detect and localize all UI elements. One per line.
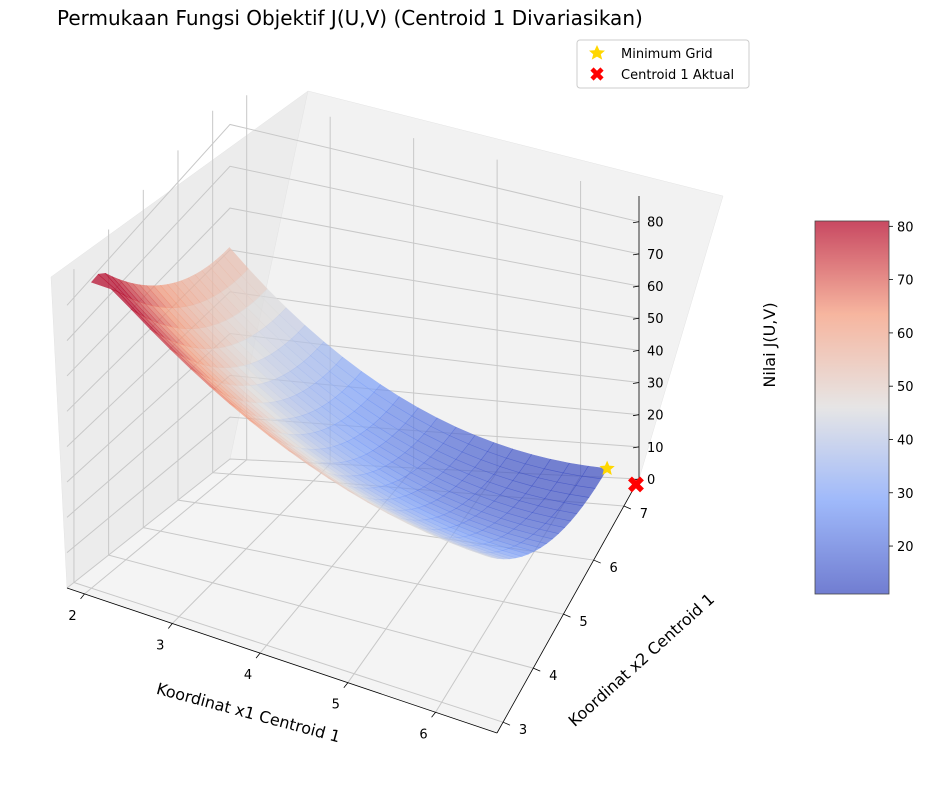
y-tick-label: 6 bbox=[610, 561, 618, 576]
colorbar-tick-label: 70 bbox=[897, 274, 914, 289]
x-tick-mark bbox=[255, 652, 261, 659]
z-tick-label: 40 bbox=[647, 344, 664, 359]
axis-line bbox=[496, 478, 640, 734]
z-tick-mark bbox=[632, 253, 640, 256]
z-tick-label: 50 bbox=[647, 312, 664, 327]
y-tick-mark bbox=[502, 721, 511, 726]
colorbar-tick-label: 30 bbox=[897, 487, 914, 502]
z-gridline bbox=[66, 416, 640, 554]
z-tick-mark bbox=[632, 349, 640, 352]
centroid-actual-marker bbox=[628, 476, 644, 493]
colorbar-tick-label: 50 bbox=[897, 380, 914, 395]
x-tick-label: 6 bbox=[419, 727, 427, 742]
z-tick-label: 60 bbox=[647, 280, 664, 295]
x-tick-mark bbox=[343, 682, 349, 688]
colorbar: 20 30 40 50 60 70 80 bbox=[814, 220, 914, 595]
surface-patch bbox=[465, 548, 492, 558]
colorbar-tick-label: 80 bbox=[897, 220, 914, 235]
z-tick-label: 30 bbox=[647, 377, 664, 392]
y-tick-label: 5 bbox=[579, 615, 587, 630]
legend: Minimum Grid Centroid 1 Aktual bbox=[576, 39, 750, 89]
x-tick-mark bbox=[167, 623, 173, 629]
z-tick-mark bbox=[632, 414, 640, 417]
z-tick-mark bbox=[632, 317, 640, 320]
z-tick-label: 80 bbox=[647, 216, 664, 231]
chart-markers bbox=[599, 460, 644, 493]
x-tick-label: 2 bbox=[68, 609, 76, 624]
z-tick-label: 70 bbox=[647, 248, 664, 263]
legend-box bbox=[576, 39, 750, 89]
x-axis: 2 3 4 5 6 bbox=[68, 593, 436, 742]
legend-cross-icon bbox=[590, 67, 604, 81]
y-tick-label: 4 bbox=[549, 669, 557, 684]
z-tick-label: 0 bbox=[647, 473, 655, 488]
gridlines bbox=[66, 95, 640, 723]
z-axis-label: Nilai J(U,V) bbox=[760, 302, 779, 387]
x-tick-mark bbox=[80, 593, 85, 600]
legend-star-icon bbox=[589, 45, 605, 60]
z-tick-label: 10 bbox=[647, 441, 664, 456]
legend-item-minimum-grid: Minimum Grid bbox=[621, 47, 713, 62]
x-tick-label: 4 bbox=[244, 668, 252, 683]
z-tick-mark bbox=[632, 285, 640, 288]
z-tick-mark bbox=[632, 446, 640, 449]
y-tick-mark bbox=[623, 505, 632, 510]
y-tick-mark bbox=[533, 667, 541, 672]
colorbar-gradient bbox=[814, 220, 890, 595]
y-tick-label: 7 bbox=[640, 507, 648, 522]
y-tick-mark bbox=[563, 613, 571, 618]
y-tick-mark bbox=[593, 559, 601, 564]
z-tick-label: 20 bbox=[647, 409, 664, 424]
y-axis-label: Koordinat x2 Centroid 1 bbox=[565, 589, 719, 730]
z-gridline bbox=[66, 123, 640, 306]
minimum-grid-marker bbox=[599, 460, 615, 476]
legend-item-centroid-aktual: Centroid 1 Aktual bbox=[621, 68, 734, 83]
y-tick-label: 3 bbox=[519, 723, 527, 738]
colorbar-tick-label: 40 bbox=[897, 433, 914, 448]
z-axis: 0 10 20 30 40 50 60 70 80 bbox=[632, 216, 664, 488]
z-tick-mark bbox=[632, 221, 640, 224]
z-gridline bbox=[66, 207, 640, 377]
y-axis: 3 4 5 6 7 bbox=[502, 505, 648, 738]
x-axis-label: Koordinat x1 Centroid 1 bbox=[154, 679, 342, 746]
pane-edges bbox=[66, 196, 640, 734]
colorbar-ticks: 20 30 40 50 60 70 80 bbox=[889, 220, 914, 555]
colorbar-tick-label: 60 bbox=[897, 327, 914, 342]
z-tick-mark bbox=[632, 382, 640, 384]
x-tick-label: 3 bbox=[156, 639, 164, 654]
surface bbox=[90, 247, 608, 560]
x-tick-mark bbox=[431, 712, 436, 718]
axis-line bbox=[66, 587, 498, 734]
x-tick-label: 5 bbox=[332, 698, 340, 713]
colorbar-tick-label: 20 bbox=[897, 540, 914, 555]
chart-title: Permukaan Fungsi Objektif J(U,V) (Centro… bbox=[57, 6, 643, 30]
